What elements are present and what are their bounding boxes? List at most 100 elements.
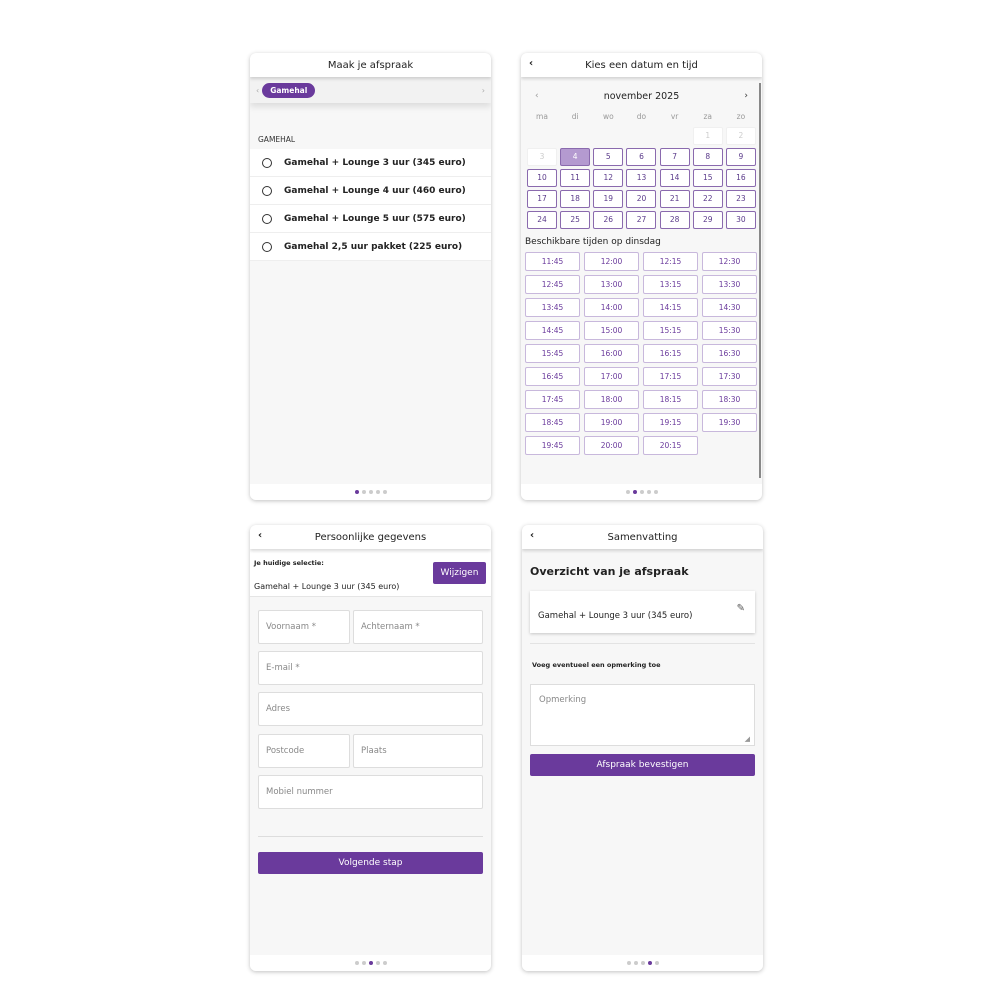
calendar-day[interactable]: 20 xyxy=(626,190,657,208)
time-slot[interactable]: 14:15 xyxy=(643,298,698,317)
calendar-day[interactable]: 26 xyxy=(593,211,624,229)
next-step-button[interactable]: Volgende stap xyxy=(258,852,483,874)
time-slot[interactable]: 15:45 xyxy=(525,344,580,363)
step-dot xyxy=(654,961,659,965)
remark-textarea[interactable]: Opmerking ◢ xyxy=(530,684,755,746)
time-slot[interactable]: 19:15 xyxy=(643,413,698,432)
calendar-day[interactable]: 30 xyxy=(725,211,756,229)
chevron-right-icon[interactable]: › xyxy=(481,85,485,95)
confirm-button[interactable]: Afspraak bevestigen xyxy=(530,754,755,776)
radio-button[interactable] xyxy=(262,213,272,224)
calendar-day[interactable]: 17 xyxy=(527,190,557,208)
calendar-day[interactable]: 2 xyxy=(725,127,756,145)
time-slot[interactable]: 12:15 xyxy=(643,252,698,271)
chevron-left-icon[interactable]: ‹ xyxy=(256,85,260,95)
time-slot[interactable]: 20:15 xyxy=(643,436,698,455)
calendar-day[interactable]: 10 xyxy=(527,169,557,187)
calendar-day[interactable]: 12 xyxy=(593,169,624,187)
time-slot[interactable]: 15:15 xyxy=(643,321,698,340)
last-name-input[interactable]: Achternaam * xyxy=(353,610,483,644)
step4-title: Samenvatting xyxy=(607,531,678,543)
time-slot[interactable]: 11:45 xyxy=(525,252,580,271)
service-option[interactable]: Gamehal + Lounge 3 uur (345 euro) xyxy=(250,149,491,177)
time-slot[interactable]: 14:30 xyxy=(702,298,757,317)
time-slot[interactable]: 13:45 xyxy=(525,298,580,317)
calendar-day[interactable]: 5 xyxy=(593,148,624,166)
calendar-day[interactable]: 4 xyxy=(560,148,591,166)
step4-panel: ‹ Samenvatting Overzicht van je afspraak … xyxy=(522,525,763,971)
time-slot[interactable]: 19:00 xyxy=(584,413,639,432)
calendar-day[interactable]: 25 xyxy=(560,211,591,229)
time-slot[interactable]: 19:45 xyxy=(525,436,580,455)
calendar-day[interactable]: 29 xyxy=(692,211,723,229)
calendar-day[interactable]: 9 xyxy=(725,148,756,166)
change-button[interactable]: Wijzigen xyxy=(433,562,486,584)
service-option[interactable]: Gamehal + Lounge 5 uur (575 euro) xyxy=(250,205,491,233)
time-slot[interactable]: 15:30 xyxy=(702,321,757,340)
time-slot[interactable]: 18:00 xyxy=(584,390,639,409)
city-input[interactable]: Plaats xyxy=(353,734,483,768)
calendar-day[interactable]: 8 xyxy=(692,148,723,166)
time-slot[interactable]: 13:15 xyxy=(643,275,698,294)
calendar-day[interactable]: 6 xyxy=(626,148,657,166)
time-slot[interactable]: 18:30 xyxy=(702,390,757,409)
scrollbar[interactable] xyxy=(759,83,761,478)
calendar-day[interactable]: 14 xyxy=(659,169,690,187)
calendar-day[interactable]: 11 xyxy=(560,169,591,187)
calendar-day[interactable]: 22 xyxy=(692,190,723,208)
back-icon[interactable]: ‹ xyxy=(530,530,535,541)
calendar-day[interactable]: 24 xyxy=(527,211,557,229)
resize-handle-icon[interactable]: ◢ xyxy=(744,735,750,743)
calendar-day[interactable]: 16 xyxy=(725,169,756,187)
time-slot[interactable]: 20:00 xyxy=(584,436,639,455)
calendar-day[interactable]: 1 xyxy=(692,127,723,145)
weekday-label: za xyxy=(703,112,713,121)
calendar-day[interactable]: 3 xyxy=(527,148,557,166)
service-option[interactable]: Gamehal + Lounge 4 uur (460 euro) xyxy=(250,177,491,205)
back-icon[interactable]: ‹ xyxy=(258,530,263,541)
time-slot[interactable]: 14:00 xyxy=(584,298,639,317)
time-slot[interactable]: 14:45 xyxy=(525,321,580,340)
calendar-day[interactable]: 28 xyxy=(659,211,690,229)
calendar-day[interactable]: 23 xyxy=(725,190,756,208)
time-slot[interactable]: 17:15 xyxy=(643,367,698,386)
postcode-input[interactable]: Postcode xyxy=(258,734,350,768)
calendar-day[interactable]: 15 xyxy=(692,169,723,187)
time-slot[interactable]: 18:45 xyxy=(525,413,580,432)
edit-pencil-icon[interactable]: ✎ xyxy=(736,603,745,614)
calendar-day[interactable]: 27 xyxy=(626,211,657,229)
radio-button[interactable] xyxy=(262,157,272,168)
radio-button[interactable] xyxy=(262,241,272,252)
time-slot[interactable]: 17:00 xyxy=(584,367,639,386)
service-option[interactable]: Gamehal 2,5 uur pakket (225 euro) xyxy=(250,233,491,261)
time-slot[interactable]: 17:45 xyxy=(525,390,580,409)
time-slot[interactable]: 12:00 xyxy=(584,252,639,271)
time-slot[interactable]: 19:30 xyxy=(702,413,757,432)
time-slot[interactable]: 16:00 xyxy=(584,344,639,363)
time-slot[interactable]: 16:30 xyxy=(702,344,757,363)
category-chip-gamehal[interactable]: Gamehal xyxy=(262,82,316,98)
first-name-input[interactable]: Voornaam * xyxy=(258,610,350,644)
mobile-input[interactable]: Mobiel nummer xyxy=(258,775,483,809)
time-slot[interactable]: 16:45 xyxy=(525,367,580,386)
time-slot[interactable]: 17:30 xyxy=(702,367,757,386)
time-slot[interactable]: 16:15 xyxy=(643,344,698,363)
time-slot[interactable]: 13:30 xyxy=(702,275,757,294)
calendar-day[interactable]: 21 xyxy=(659,190,690,208)
back-icon[interactable]: ‹ xyxy=(529,58,534,69)
email-input[interactable]: E-mail * xyxy=(258,651,483,685)
time-slot[interactable]: 12:45 xyxy=(525,275,580,294)
prev-month-icon[interactable]: ‹ xyxy=(535,91,539,101)
time-slot[interactable]: 15:00 xyxy=(584,321,639,340)
calendar-day[interactable]: 18 xyxy=(560,190,591,208)
calendar-day[interactable]: 19 xyxy=(593,190,624,208)
calendar-day[interactable]: 13 xyxy=(626,169,657,187)
time-slot[interactable]: 13:00 xyxy=(584,275,639,294)
next-month-icon[interactable]: › xyxy=(744,91,748,101)
step-dot xyxy=(633,961,638,965)
time-slot[interactable]: 12:30 xyxy=(702,252,757,271)
radio-button[interactable] xyxy=(262,185,272,196)
address-input[interactable]: Adres xyxy=(258,692,483,726)
calendar-day[interactable]: 7 xyxy=(659,148,690,166)
time-slot[interactable]: 18:15 xyxy=(643,390,698,409)
